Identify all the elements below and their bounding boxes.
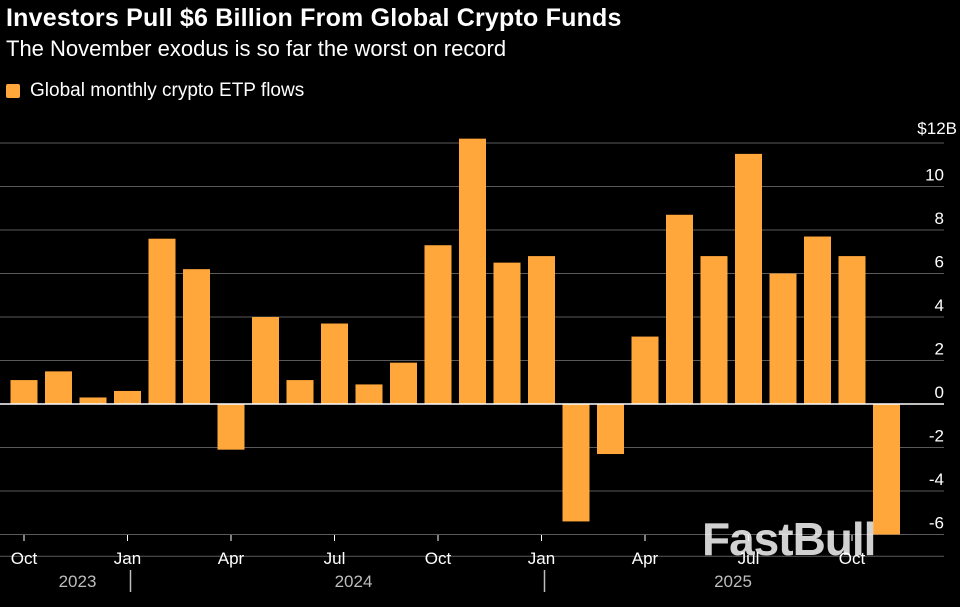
year-label: 2023 bbox=[59, 572, 97, 591]
bar bbox=[252, 317, 279, 404]
x-tick-label: Apr bbox=[632, 549, 659, 568]
y-tick-label: 0 bbox=[935, 383, 944, 402]
x-tick-label: Jul bbox=[738, 549, 760, 568]
bar bbox=[528, 256, 555, 404]
bar bbox=[286, 380, 314, 404]
chart-title: Investors Pull $6 Billion From Global Cr… bbox=[6, 4, 622, 32]
legend: Global monthly crypto ETP flows bbox=[6, 80, 304, 102]
x-tick-label: Jul bbox=[324, 549, 346, 568]
y-tick-label: 4 bbox=[935, 296, 944, 315]
bar bbox=[10, 380, 38, 404]
legend-swatch bbox=[6, 84, 20, 98]
x-tick-label: Oct bbox=[839, 549, 866, 568]
bar bbox=[873, 404, 900, 535]
bar bbox=[700, 256, 728, 404]
bar bbox=[217, 404, 245, 450]
watermark-logo: FastBull bbox=[702, 513, 876, 565]
bar bbox=[355, 384, 383, 404]
bar bbox=[838, 256, 866, 404]
y-tick-label: -4 bbox=[929, 470, 944, 489]
y-tick-label: 2 bbox=[935, 340, 944, 359]
year-label: 2024 bbox=[335, 572, 373, 591]
bar bbox=[493, 262, 521, 404]
bar bbox=[79, 397, 107, 404]
x-tick-label: Oct bbox=[425, 549, 452, 568]
y-tick-label: 8 bbox=[935, 209, 944, 228]
x-tick-label: Oct bbox=[11, 549, 38, 568]
x-tick-label: Apr bbox=[218, 549, 245, 568]
bar bbox=[45, 371, 72, 404]
bar bbox=[666, 214, 693, 404]
x-tick-label: Jan bbox=[114, 549, 141, 568]
bar bbox=[424, 245, 452, 404]
y-tick-label: 6 bbox=[935, 253, 944, 272]
bar bbox=[183, 269, 210, 404]
x-tick-label: Jan bbox=[528, 549, 555, 568]
bar bbox=[148, 238, 176, 404]
year-label: 2025 bbox=[714, 572, 752, 591]
bar bbox=[631, 336, 659, 404]
chart-subtitle: The November exodus is so far the worst … bbox=[6, 36, 507, 61]
legend-label: Global monthly crypto ETP flows bbox=[30, 80, 305, 101]
bar bbox=[562, 404, 590, 522]
bar bbox=[321, 323, 348, 404]
bar bbox=[735, 153, 762, 404]
bar bbox=[597, 404, 624, 455]
bar bbox=[390, 362, 417, 404]
bar bbox=[459, 138, 486, 404]
bar bbox=[114, 390, 141, 404]
y-tick-label: -6 bbox=[929, 514, 944, 533]
y-unit-label: $12B bbox=[917, 119, 957, 138]
y-tick-label: 10 bbox=[925, 166, 944, 185]
bar bbox=[769, 273, 797, 404]
bar bbox=[804, 236, 831, 404]
y-tick-label: -2 bbox=[929, 427, 944, 446]
